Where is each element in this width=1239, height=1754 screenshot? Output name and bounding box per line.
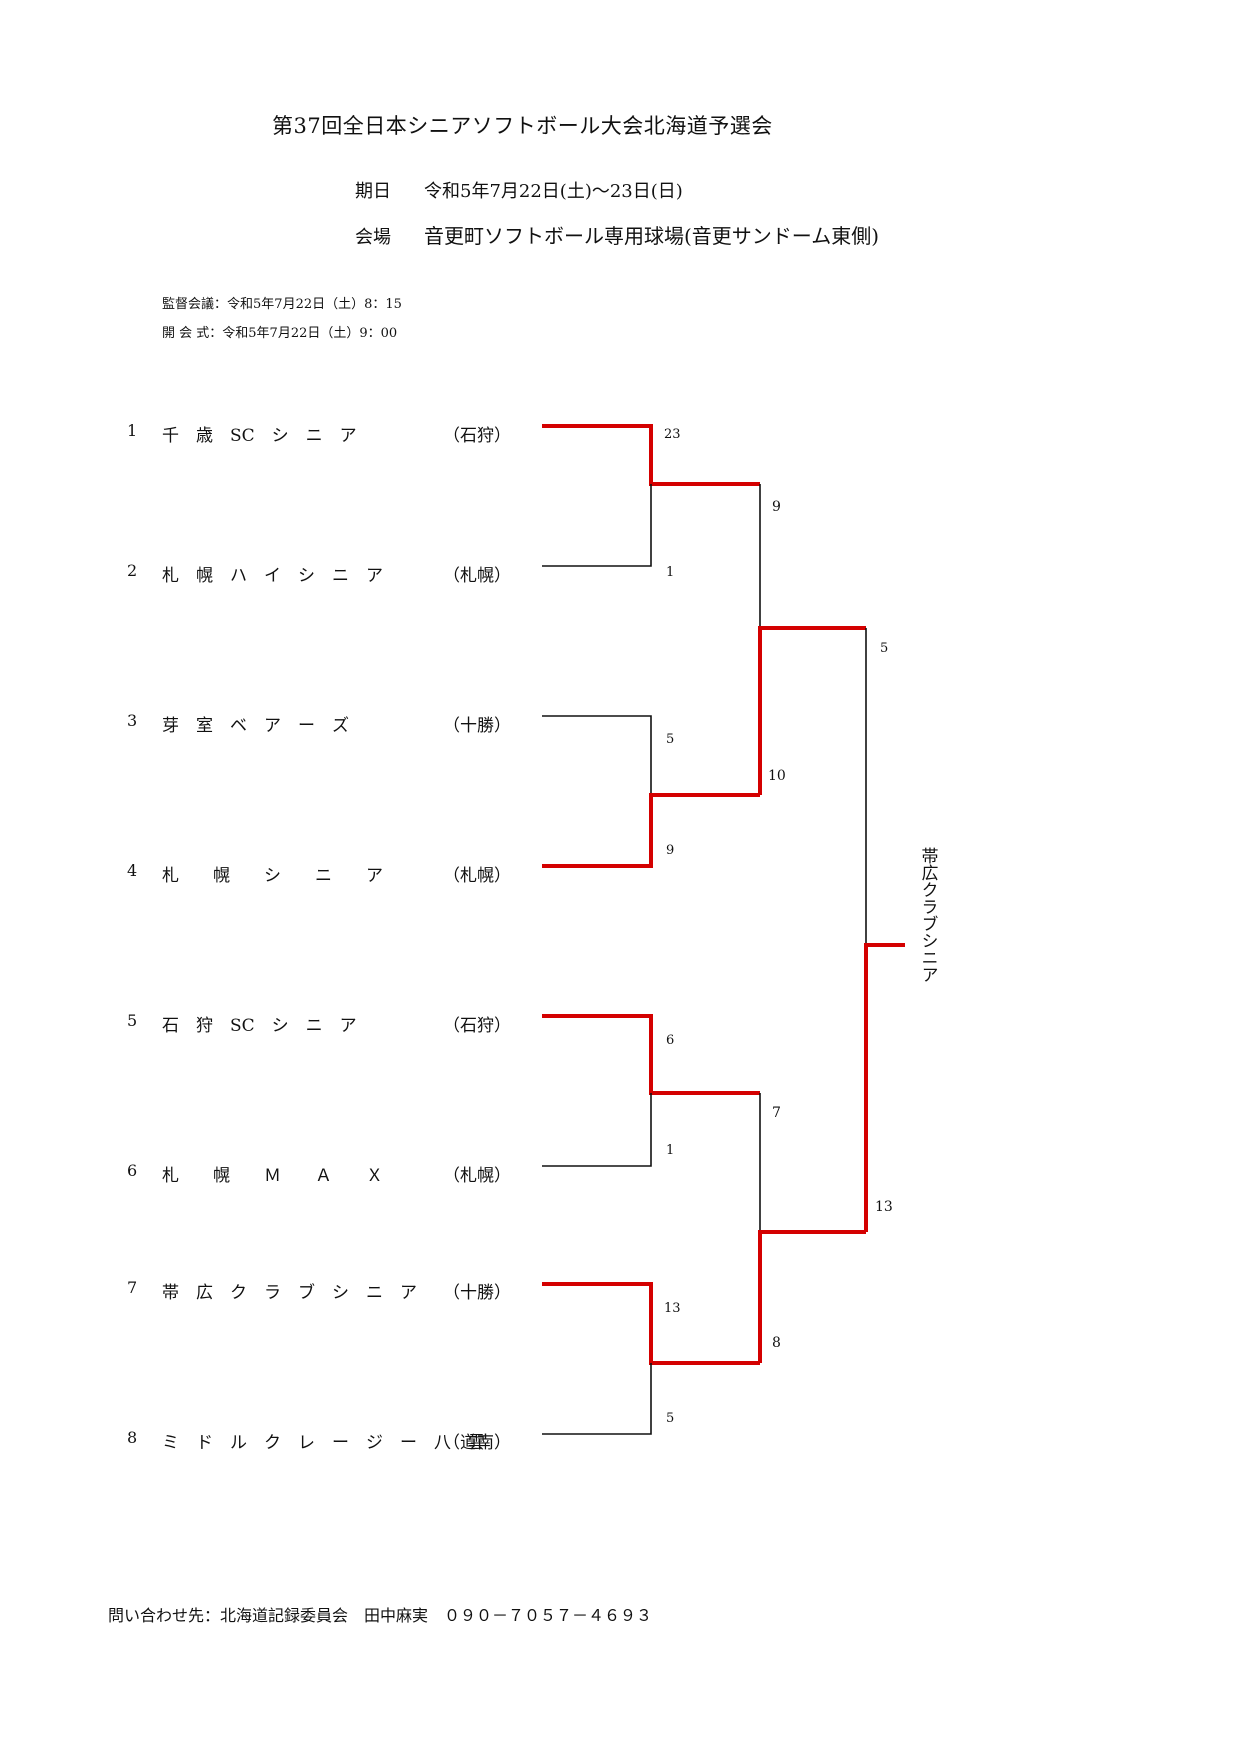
bracket-win-line bbox=[542, 1014, 760, 1095]
bracket-win-line bbox=[542, 1282, 760, 1365]
team-row: 5 石 狩 SC シ ニ ア （石狩） bbox=[127, 1011, 511, 1036]
score: 7 bbox=[772, 1105, 781, 1121]
team-row: 1 千 歳 SC シ ニ ア （石狩） bbox=[127, 421, 511, 446]
opening-ceremony-label: 開 会 式 bbox=[162, 326, 210, 341]
team-row: 6 札 幌 Ｍ Ａ Ｘ （札幌） bbox=[127, 1161, 511, 1186]
score: 5 bbox=[666, 1411, 675, 1426]
meeting-value: 令和5年7月22日（土）8：15 bbox=[227, 297, 402, 312]
bracket-lose-line bbox=[542, 484, 652, 567]
team-region: （十勝） bbox=[443, 1283, 511, 1303]
team-name: 札 幌 Ｍ Ａ Ｘ bbox=[162, 1166, 383, 1186]
score: 6 bbox=[666, 1033, 675, 1048]
tournament-title: 第37回全日本シニアソフトボール大会北海道予選会 bbox=[272, 114, 773, 138]
team-name: ミ ド ル ク レ ー ジ ー 八 雲 bbox=[162, 1433, 485, 1453]
team-region: （石狩） bbox=[443, 426, 511, 446]
team-number: 2 bbox=[127, 561, 138, 580]
team-name: 芽 室 ベ ア ー ズ bbox=[162, 716, 349, 736]
score: 23 bbox=[664, 427, 681, 442]
team-name: 千 歳 SC シ ニ ア bbox=[162, 426, 357, 446]
bracket-win-line bbox=[542, 793, 760, 868]
bracket-win-line bbox=[864, 943, 905, 1232]
team-name: 札 幌 シ ニ ア bbox=[162, 866, 383, 886]
team-row: 8 ミ ド ル ク レ ー ジ ー 八 雲 （道南） bbox=[127, 1428, 511, 1453]
meeting-label: 監督会議 bbox=[162, 297, 215, 312]
team-number: 1 bbox=[127, 421, 138, 440]
score: 1 bbox=[666, 1143, 675, 1158]
team-row: 2 札 幌 ハ イ シ ニ ア （札幌） bbox=[127, 561, 511, 586]
team-region: （十勝） bbox=[443, 716, 511, 736]
score: 5 bbox=[666, 732, 675, 747]
team-row: 3 芽 室 ベ ア ー ズ （十勝） bbox=[127, 711, 511, 736]
team-number: 6 bbox=[127, 1161, 138, 1180]
team-number: 3 bbox=[127, 711, 138, 730]
score: 1 bbox=[666, 565, 675, 580]
team-region: （札幌） bbox=[443, 566, 511, 586]
team-region: （石狩） bbox=[443, 1016, 511, 1036]
date-label: 期日 bbox=[355, 181, 391, 202]
meeting-row: 監督会議：令和5年7月22日（土）8：15 bbox=[162, 297, 402, 312]
bracket-win-line bbox=[542, 424, 760, 486]
bracket-win-line bbox=[758, 626, 866, 795]
team-number: 7 bbox=[127, 1278, 138, 1297]
team-region: （札幌） bbox=[443, 866, 511, 886]
venue-label: 会場 bbox=[355, 227, 391, 248]
opening-ceremony-row: 開 会 式：令和5年7月22日（土）9：00 bbox=[162, 326, 398, 341]
opening-ceremony-value: 令和5年7月22日（土）9：00 bbox=[222, 326, 398, 341]
team-region: （札幌） bbox=[443, 1166, 511, 1186]
score: 13 bbox=[875, 1199, 893, 1215]
team-number: 5 bbox=[127, 1011, 138, 1030]
bracket-win-line bbox=[758, 1230, 866, 1363]
team-row: 4 札 幌 シ ニ ア （札幌） bbox=[127, 861, 511, 886]
score: 9 bbox=[666, 843, 675, 858]
date-value: 令和5年7月22日(土)～23日(日) bbox=[424, 181, 683, 202]
team-region: （道南） bbox=[443, 1433, 511, 1453]
score: 8 bbox=[772, 1335, 781, 1351]
contact-info: 問い合わせ先：北海道記録委員会 田中麻実 ０９０－７０５７－４６９３ bbox=[108, 1606, 653, 1625]
champion-name: 帯広クラブシニア bbox=[917, 847, 938, 983]
bracket-lose-line bbox=[542, 715, 652, 795]
score: 10 bbox=[768, 768, 786, 784]
team-name: 帯 広 ク ラ ブ シ ニ ア bbox=[162, 1283, 417, 1303]
bracket-lose-line bbox=[542, 1363, 652, 1435]
score: 5 bbox=[880, 641, 889, 656]
team-number: 4 bbox=[127, 861, 138, 880]
team-row: 7 帯 広 ク ラ ブ シ ニ ア （十勝） bbox=[127, 1278, 511, 1303]
team-name: 石 狩 SC シ ニ ア bbox=[162, 1016, 357, 1036]
team-name: 札 幌 ハ イ シ ニ ア bbox=[162, 566, 383, 586]
score: 9 bbox=[772, 499, 781, 515]
venue-value: 音更町ソフトボール専用球場(音更サンドーム東側) bbox=[424, 224, 880, 248]
score: 13 bbox=[664, 1301, 681, 1316]
bracket-lose-line bbox=[542, 1093, 652, 1167]
team-number: 8 bbox=[127, 1428, 138, 1447]
